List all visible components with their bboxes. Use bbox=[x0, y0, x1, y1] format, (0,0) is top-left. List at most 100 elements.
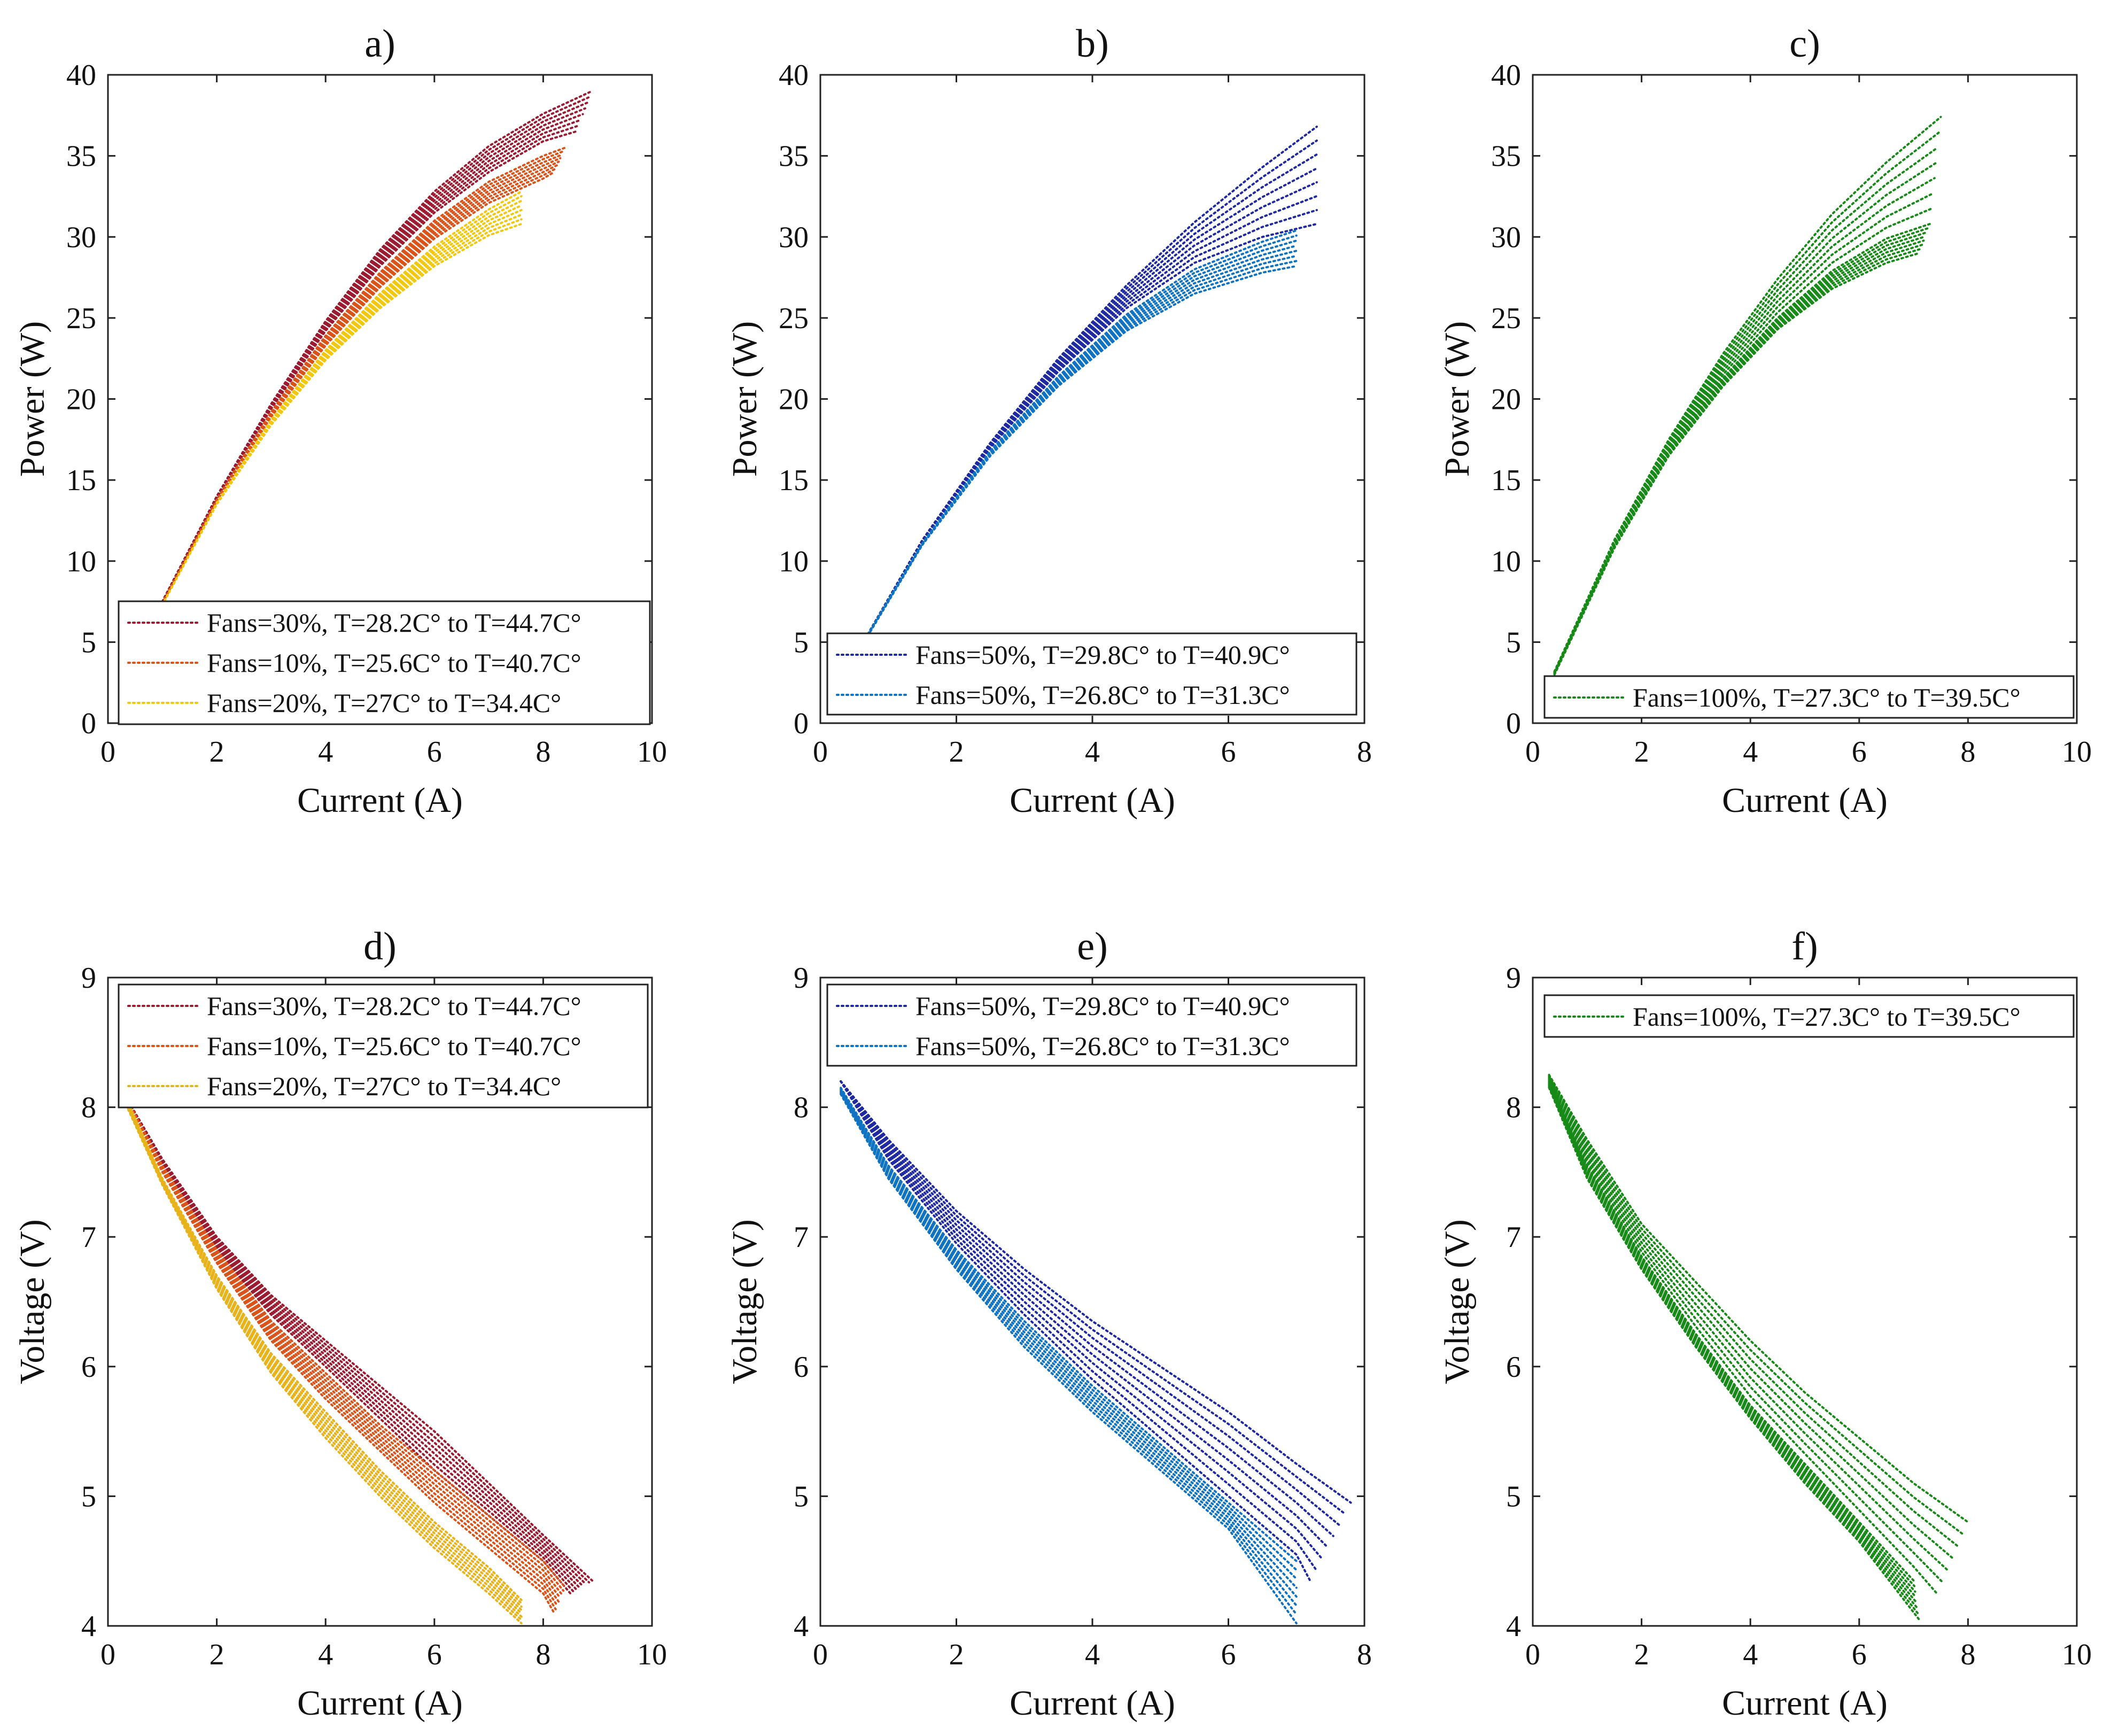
x-tick-label: 10 bbox=[637, 1638, 667, 1671]
series-line bbox=[161, 164, 558, 604]
series-line bbox=[867, 254, 1298, 637]
y-tick-label: 30 bbox=[779, 221, 809, 254]
series-line bbox=[123, 1093, 581, 1589]
series-line bbox=[1548, 1084, 1919, 1610]
panel-f: 0 2 4 6 8 10 4 5 6 7 8 9 f) Current (A) Voltage (V) Fan… bbox=[1438, 925, 2092, 1723]
series-line bbox=[867, 126, 1318, 636]
plot-area bbox=[161, 90, 593, 606]
series-line bbox=[161, 113, 584, 603]
x-tick-label: 4 bbox=[1743, 735, 1758, 769]
series-line bbox=[161, 199, 523, 606]
series-line bbox=[1548, 1080, 1915, 1582]
y-tick-label: 35 bbox=[779, 140, 809, 173]
series-line bbox=[840, 1087, 1298, 1571]
series-line bbox=[1548, 1083, 1917, 1599]
series-line bbox=[1553, 223, 1931, 674]
y-tick-label: 5 bbox=[794, 626, 809, 659]
x-tick-label: 0 bbox=[100, 735, 115, 769]
x-tick-label: 6 bbox=[1221, 1638, 1236, 1671]
series-line bbox=[1548, 1084, 1918, 1604]
series-line bbox=[161, 204, 523, 606]
series-line bbox=[840, 1080, 1329, 1548]
y-tick-label: 20 bbox=[779, 383, 809, 416]
y-tick-label: 5 bbox=[81, 1480, 96, 1513]
series-line bbox=[867, 153, 1318, 636]
legend: Fans=50%, T=29.8C° to T=40.9C° Fans=50%, … bbox=[826, 632, 1357, 716]
series-line bbox=[123, 1093, 591, 1584]
series-line bbox=[161, 223, 523, 606]
series-line bbox=[1553, 207, 1933, 674]
y-tick-label: 0 bbox=[794, 707, 809, 740]
series-line bbox=[1548, 1076, 1954, 1560]
series-line bbox=[1548, 1086, 1920, 1615]
x-tick-label: 10 bbox=[637, 735, 667, 769]
series-line bbox=[1548, 1074, 1964, 1536]
x-tick-label: 0 bbox=[813, 1638, 828, 1671]
series-line bbox=[1548, 1087, 1920, 1621]
x-tick-label: 10 bbox=[2062, 1638, 2092, 1671]
y-tick-label: 30 bbox=[66, 221, 96, 254]
panel-a: 0 2 4 6 8 10 0 5 10 15 20 25 30 35 40 a) Current (A) Powe… bbox=[13, 22, 667, 820]
series-line bbox=[161, 167, 557, 604]
y-tick-label: 6 bbox=[794, 1351, 809, 1384]
x-tick-label: 4 bbox=[1743, 1638, 1758, 1671]
series-line bbox=[1553, 244, 1923, 676]
series-1 bbox=[123, 1093, 593, 1595]
panel-title: a) bbox=[364, 22, 395, 66]
x-tick-label: 8 bbox=[1357, 1638, 1372, 1671]
plot-area bbox=[867, 126, 1318, 637]
legend: Fans=30%, T=28.2C° to T=44.7C° Fans=10%, … bbox=[118, 600, 651, 725]
x-tick-label: 8 bbox=[1960, 1638, 1975, 1671]
legend-entry: Fans=20%, T=27C° to T=34.4C° bbox=[207, 688, 561, 718]
legend-entry: Fans=100%, T=27.3C° to T=39.5C° bbox=[1633, 1002, 2021, 1032]
x-tick-label: 0 bbox=[813, 735, 828, 769]
x-tick-label: 6 bbox=[1221, 735, 1236, 769]
series-line bbox=[1553, 235, 1927, 675]
y-tick-label: 4 bbox=[794, 1610, 809, 1643]
series-1 bbox=[840, 1080, 1352, 1582]
series-line bbox=[161, 195, 523, 606]
series-line bbox=[161, 90, 593, 603]
y-tick-label: 20 bbox=[1491, 383, 1521, 416]
series-line bbox=[123, 1093, 584, 1587]
panel-d: 0 2 4 6 8 10 4 5 6 7 8 9 d) Current (A) Voltage (V) Fan… bbox=[13, 925, 667, 1723]
series-line bbox=[867, 167, 1318, 636]
series-line bbox=[840, 1089, 1298, 1589]
y-tick-label: 7 bbox=[794, 1221, 809, 1254]
legend-box bbox=[826, 983, 1357, 1067]
series-line bbox=[1553, 177, 1936, 673]
series-line bbox=[840, 1080, 1312, 1582]
legend: Fans=30%, T=28.2C° to T=44.7C° Fans=10%, … bbox=[118, 983, 649, 1109]
y-tick-label: 25 bbox=[66, 302, 96, 335]
y-tick-label: 7 bbox=[81, 1221, 96, 1254]
legend-entry: Fans=50%, T=29.8C° to T=40.9C° bbox=[915, 991, 1290, 1021]
x-axis-label: Current (A) bbox=[297, 781, 463, 820]
x-tick-label: 8 bbox=[1960, 735, 1975, 769]
panel-title: b) bbox=[1076, 22, 1109, 66]
series-line bbox=[123, 1093, 593, 1582]
series-line bbox=[161, 157, 562, 604]
y-tick-label: 5 bbox=[81, 626, 96, 659]
series-line bbox=[1553, 161, 1937, 673]
x-tick-label: 4 bbox=[318, 735, 333, 769]
y-tick-label: 40 bbox=[779, 59, 809, 92]
axes-frame bbox=[819, 976, 1365, 1627]
series-line bbox=[867, 265, 1298, 637]
x-tick-label: 6 bbox=[1852, 1638, 1867, 1671]
series-line bbox=[123, 1099, 523, 1625]
series-line bbox=[867, 234, 1298, 636]
series-line bbox=[1553, 239, 1925, 675]
series-line bbox=[161, 190, 523, 606]
panel-title: d) bbox=[363, 925, 397, 968]
series-1 bbox=[1548, 1074, 1969, 1621]
series-line bbox=[840, 1090, 1298, 1598]
y-tick-label: 7 bbox=[1506, 1221, 1521, 1254]
series-line bbox=[161, 213, 523, 606]
series-line bbox=[867, 223, 1318, 636]
y-tick-label: 35 bbox=[1491, 140, 1521, 173]
series-line bbox=[840, 1088, 1298, 1580]
plot-area bbox=[123, 1093, 593, 1625]
y-tick-label: 15 bbox=[779, 464, 809, 497]
y-tick-label: 8 bbox=[794, 1091, 809, 1125]
series-line bbox=[1548, 1077, 1949, 1571]
